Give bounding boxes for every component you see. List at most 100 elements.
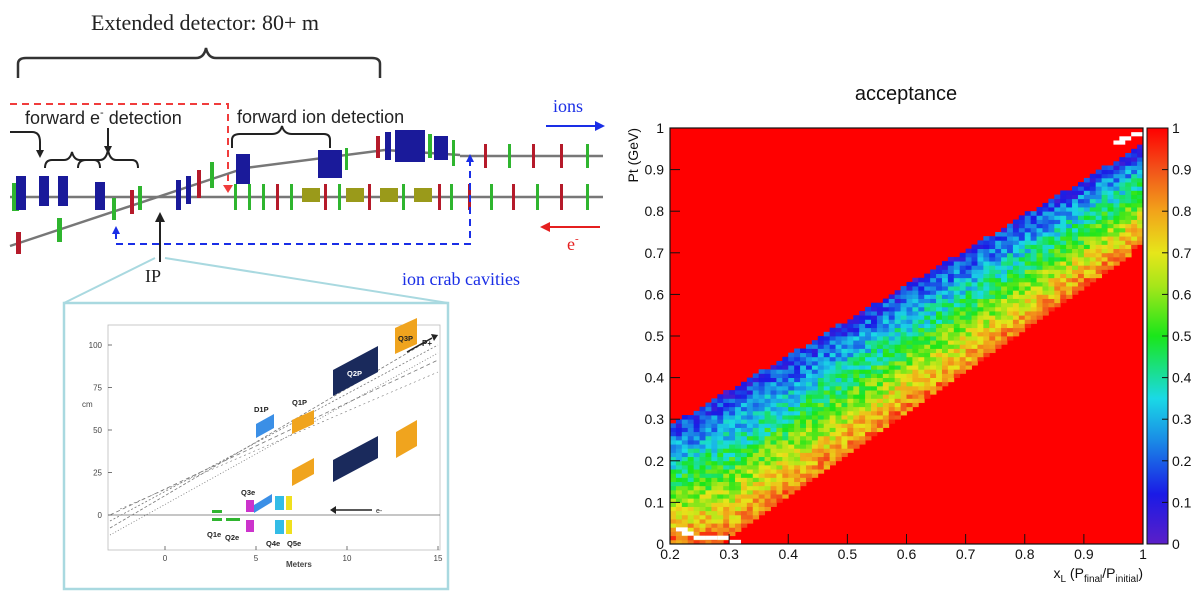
heatmap-cell bbox=[687, 444, 695, 449]
heatmap-cell bbox=[894, 352, 901, 358]
heatmap-cell bbox=[817, 344, 825, 349]
heatmap-cell bbox=[829, 448, 836, 453]
heatmap-cell bbox=[906, 290, 913, 295]
heatmap-cell bbox=[947, 352, 955, 358]
heatmap-cell bbox=[1119, 248, 1126, 254]
heatmap-cell bbox=[788, 464, 795, 470]
heatmap-cell bbox=[871, 348, 878, 354]
heatmap-cell bbox=[1030, 319, 1037, 324]
heatmap-cell bbox=[1001, 319, 1008, 324]
heatmap-cell bbox=[782, 381, 789, 387]
heatmap-cell bbox=[1077, 261, 1085, 266]
heatmap-cell bbox=[805, 369, 813, 374]
heatmap-cell bbox=[906, 306, 913, 312]
heatmap-cell bbox=[681, 498, 689, 503]
heatmap-cell bbox=[735, 464, 742, 470]
heatmap-cell bbox=[1018, 219, 1026, 225]
heatmap-cell bbox=[711, 410, 718, 416]
heatmap-cell bbox=[764, 402, 771, 408]
heatmap-cell bbox=[794, 352, 801, 358]
heatmap-cell bbox=[705, 464, 712, 470]
heatmap-x-axis-title: xL (Pfinal/Pinitial) bbox=[1053, 565, 1143, 585]
heatmap-cell bbox=[859, 360, 866, 366]
heatmap-cell bbox=[670, 485, 677, 491]
heatmap-cell bbox=[865, 369, 872, 374]
heatmap-cell bbox=[971, 352, 978, 358]
heatmap-cell bbox=[930, 281, 937, 287]
heatmap-cell bbox=[723, 460, 730, 466]
heatmap-cell bbox=[971, 256, 978, 262]
heatmap-cell bbox=[1131, 157, 1138, 162]
heatmap-cell bbox=[811, 377, 819, 383]
heatmap-cell bbox=[841, 390, 848, 395]
heatmap-cell bbox=[965, 294, 972, 299]
heatmap-cell bbox=[912, 298, 919, 304]
heatmap-cell bbox=[740, 473, 748, 478]
heatmap-cell bbox=[1077, 236, 1085, 241]
heatmap-cell bbox=[971, 340, 978, 345]
heatmap-cell bbox=[800, 460, 807, 466]
heatmap-cell bbox=[711, 531, 718, 537]
magnet-q2e-box bbox=[246, 520, 254, 532]
heatmap-cell bbox=[912, 390, 919, 395]
heatmap-cell bbox=[729, 394, 736, 399]
heatmap-cell bbox=[924, 286, 931, 291]
heatmap-cell bbox=[912, 323, 919, 329]
heatmap-cell bbox=[1137, 202, 1143, 208]
heatmap-cell bbox=[1101, 211, 1108, 216]
heatmap-cell bbox=[853, 315, 860, 320]
heatmap-cell bbox=[729, 498, 736, 503]
heatmap-cell bbox=[947, 290, 955, 295]
heatmap-cell bbox=[965, 356, 972, 362]
heatmap-cell bbox=[1001, 315, 1008, 320]
heatmap-cell bbox=[1113, 194, 1120, 200]
heatmap-cell bbox=[764, 452, 771, 458]
heatmap-cell bbox=[906, 348, 913, 354]
heatmap-cell bbox=[853, 373, 860, 378]
heatmap-cell bbox=[888, 373, 896, 378]
heatmap-cell bbox=[1119, 157, 1126, 162]
heatmap-cell bbox=[800, 464, 807, 470]
heatmap-cell bbox=[788, 460, 795, 466]
heatmap-cell bbox=[1125, 211, 1132, 216]
heatmap-cell bbox=[699, 485, 706, 491]
heatmap-cell bbox=[1101, 165, 1108, 170]
heatmap-cell bbox=[977, 256, 984, 262]
heatmap-cell bbox=[687, 498, 695, 503]
heatmap-cell bbox=[1018, 256, 1026, 262]
heatmap-cell bbox=[1101, 182, 1108, 187]
heatmap-cell bbox=[953, 352, 961, 358]
heatmap-cell bbox=[776, 377, 783, 383]
heatmap-cell bbox=[829, 427, 836, 433]
heatmap-cell bbox=[764, 464, 771, 470]
heatmap-cell bbox=[1001, 286, 1008, 291]
heatmap-cell bbox=[977, 277, 984, 283]
heatmap-cell bbox=[681, 481, 689, 487]
heatmap-cell bbox=[983, 340, 990, 345]
heatmap-cell bbox=[936, 331, 943, 337]
heatmap-cell bbox=[817, 452, 825, 458]
heatmap-cell bbox=[711, 431, 718, 437]
heatmap-cell bbox=[1095, 227, 1103, 233]
heatmap-cell bbox=[1007, 227, 1014, 233]
heatmap-cell bbox=[871, 398, 878, 403]
heatmap-cell bbox=[912, 373, 919, 378]
heatmap-cell bbox=[1018, 265, 1026, 270]
heatmap-cell bbox=[1018, 244, 1026, 250]
heatmap-cell bbox=[823, 427, 831, 433]
heatmap-cell bbox=[740, 385, 748, 391]
heatmap-cell bbox=[746, 377, 754, 383]
heatmap-cell bbox=[782, 460, 789, 466]
heatmap-cell bbox=[817, 390, 825, 395]
heatmap-cell bbox=[735, 415, 742, 420]
heatmap-cell bbox=[805, 452, 813, 458]
heatmap-cell bbox=[1042, 211, 1049, 216]
heatmap-cell bbox=[776, 410, 783, 416]
heatmap-cell bbox=[853, 385, 860, 391]
heatmap-cell bbox=[965, 256, 972, 262]
heatmap-cell bbox=[811, 373, 819, 378]
heatmap-cell bbox=[853, 415, 860, 420]
heatmap-cell bbox=[977, 311, 984, 316]
heatmap-cell bbox=[1036, 265, 1043, 270]
heatmap-cell bbox=[1066, 277, 1073, 283]
